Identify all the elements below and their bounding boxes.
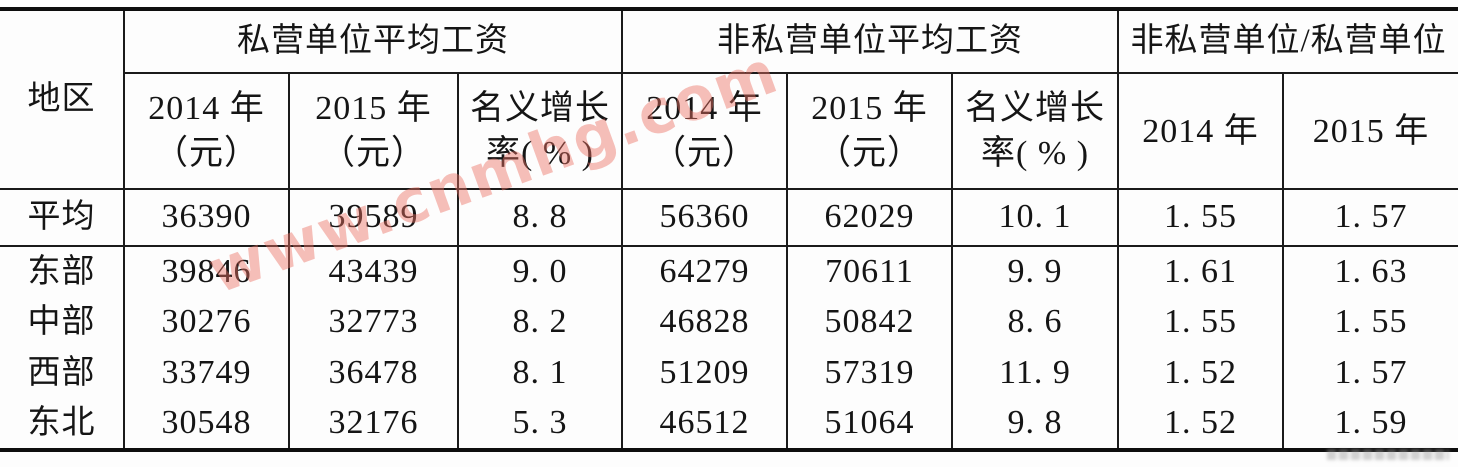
value-cell: 50842 [786, 297, 953, 348]
value-cell: 8. 8 [456, 189, 623, 247]
subheader-line1: 2015 年 [1312, 112, 1430, 150]
value-cell: 56360 [621, 189, 788, 247]
value-cell: 39589 [288, 189, 458, 247]
value-cell: 51209 [621, 348, 788, 399]
region-header-cell: 地区 [0, 9, 124, 190]
group-header-row: 地区 私营单位平均工资 非私营单位平均工资 非私营单位/私营单位 [0, 9, 1458, 190]
subheader-private-2015: 2015 年 （元） [288, 73, 458, 190]
value-cell: 32176 [288, 399, 458, 450]
value-cell: 1. 55 [1117, 297, 1284, 348]
value-cell: 1. 57 [1282, 189, 1458, 247]
value-cell: 30548 [123, 399, 289, 450]
value-cell: 39846 [123, 246, 289, 297]
value-cell: 1. 52 [1117, 399, 1284, 450]
value-cell: 11. 9 [951, 348, 1119, 399]
value-cell: 8. 2 [456, 297, 623, 348]
subheader-line1: 名义增长 [470, 90, 610, 127]
value-cell: 43439 [288, 246, 458, 297]
value-cell: 1. 55 [1117, 189, 1284, 247]
subheader-line1: 2014 年 [148, 90, 265, 127]
subheader-ratio-2015: 2015 年 [1282, 73, 1458, 190]
value-cell: 9. 9 [951, 246, 1119, 297]
value-cell: 51064 [786, 399, 953, 450]
value-cell: 1. 57 [1282, 348, 1458, 399]
table-row: 西部 33749 36478 8. 1 51209 57319 11. 9 1.… [0, 348, 1458, 399]
value-cell: 57319 [786, 348, 953, 399]
group-ratio-header: 非私营单位/私营单位 [1117, 9, 1458, 74]
subheader-line2: 率( % ) [981, 135, 1090, 172]
subheader-line1: 2014 年 [1142, 112, 1259, 150]
subheader-ratio-2014: 2014 年 [1117, 73, 1284, 190]
value-cell: 8. 1 [456, 348, 623, 399]
value-cell: 1. 55 [1282, 297, 1458, 348]
wage-table-container: 地区 私营单位平均工资 非私营单位平均工资 非私营单位/私营单位 2014 年 … [0, 7, 1458, 452]
subheader-line2: （元） [652, 135, 758, 172]
group-private-header: 私营单位平均工资 [122, 9, 623, 74]
value-cell: 9. 8 [951, 399, 1119, 450]
subheader-row: 2014 年 （元） 2015 年 （元） 名义增长 率( % ) 2014 年… [0, 73, 1458, 190]
subheader-private-2014: 2014 年 （元） [123, 73, 289, 190]
value-cell: 9. 0 [456, 246, 623, 297]
value-cell: 62029 [786, 189, 953, 247]
subheader-line1: 2014 年 [646, 90, 763, 127]
table-row: 东北 30548 32176 5. 3 46512 51064 9. 8 1. … [0, 399, 1458, 450]
table-row: 中部 30276 32773 8. 2 46828 50842 8. 6 1. … [0, 297, 1458, 348]
wage-table: 地区 私营单位平均工资 非私营单位平均工资 非私营单位/私营单位 2014 年 … [0, 7, 1458, 452]
value-cell: 1. 63 [1282, 246, 1458, 297]
subheader-nonprivate-2015: 2015 年 （元） [786, 73, 953, 190]
table-row: 东部 39846 43439 9. 0 64279 70611 9. 9 1. … [0, 246, 1458, 297]
subheader-line2: （元） [817, 135, 923, 172]
subheader-nonprivate-growth: 名义增长 率( % ) [951, 73, 1119, 190]
value-cell: 1. 52 [1117, 348, 1284, 399]
value-cell: 1. 61 [1117, 246, 1284, 297]
value-cell: 36390 [123, 189, 289, 247]
subheader-line2: （元） [321, 135, 426, 172]
value-cell: 5. 3 [456, 399, 623, 450]
table-row: 平均 36390 39589 8. 8 56360 62029 10. 1 1.… [0, 189, 1458, 247]
value-cell: 32773 [288, 297, 458, 348]
value-cell: 30276 [123, 297, 289, 348]
row-region-label: 西部 [27, 355, 96, 392]
subheader-private-growth: 名义增长 率( % ) [456, 73, 623, 190]
value-cell: 46512 [621, 399, 788, 450]
value-cell: 36478 [288, 348, 458, 399]
subheader-line1: 2015 年 [811, 90, 928, 127]
row-region-label: 东北 [27, 405, 96, 442]
subheader-nonprivate-2014: 2014 年 （元） [621, 73, 788, 190]
value-cell: 64279 [621, 246, 788, 297]
value-cell: 1. 59 [1282, 399, 1458, 450]
subheader-line2: 率( % ) [486, 135, 594, 172]
row-region-label: 平均 [0, 189, 124, 247]
value-cell: 70611 [786, 246, 953, 297]
value-cell: 33749 [123, 348, 289, 399]
value-cell: 10. 1 [951, 189, 1119, 247]
subheader-line2: （元） [154, 135, 259, 172]
row-region-label: 中部 [27, 304, 96, 341]
row-region-label: 东部 [27, 253, 96, 290]
value-cell: 46828 [621, 297, 788, 348]
value-cell: 8. 6 [951, 297, 1119, 348]
subheader-line1: 2015 年 [315, 90, 432, 127]
group-nonprivate-header: 非私营单位平均工资 [621, 9, 1119, 74]
subheader-line1: 名义增长 [965, 90, 1106, 127]
